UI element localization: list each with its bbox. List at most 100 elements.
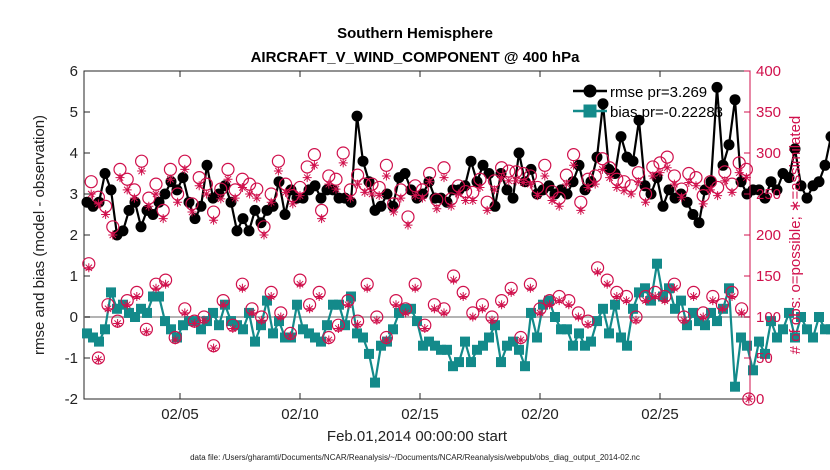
obs-assimilated-point <box>285 331 295 341</box>
obs-assimilated-point <box>223 174 233 184</box>
bias-point <box>688 307 698 318</box>
obs-assimilated-point <box>605 173 615 183</box>
bias-point <box>382 336 392 347</box>
bias-point <box>586 336 596 347</box>
bias-point <box>712 316 722 327</box>
obs-assimilated-point <box>273 166 283 176</box>
rmse-point <box>813 176 825 188</box>
obs-assimilated-point <box>449 275 459 285</box>
bias-point <box>322 320 332 331</box>
bias-point <box>754 336 764 347</box>
rmse-point <box>273 176 285 188</box>
obs-assimilated-point <box>158 214 168 224</box>
obs-assimilated-point <box>698 312 708 322</box>
rmse-point <box>171 184 183 196</box>
obs-assimilated-point <box>545 300 555 310</box>
obs-assimilated-point <box>132 292 142 301</box>
obs-possible-point <box>307 148 321 162</box>
bias-point <box>418 340 428 351</box>
bias-point <box>256 320 266 331</box>
obs-assimilated-point <box>648 171 658 181</box>
bias-point <box>430 340 440 351</box>
rmse-point <box>801 192 813 204</box>
obs-possible-point <box>566 148 581 162</box>
obs-assimilated-point <box>266 292 276 301</box>
obs-assimilated-point <box>189 319 199 329</box>
y2-tick-label: 400 <box>756 63 781 80</box>
obs-assimilated-point <box>660 296 670 306</box>
obs-assimilated-point <box>374 191 384 201</box>
obs-assimilated-point <box>717 304 727 314</box>
obs-assimilated-point <box>209 343 219 353</box>
x-tick-label: 02/05 <box>161 406 199 423</box>
bias-point <box>88 332 98 343</box>
bias-point <box>274 316 284 327</box>
obs-assimilated-point <box>597 164 607 174</box>
rmse-point <box>117 225 129 237</box>
bias-point <box>820 324 830 335</box>
obs-assimilated-point <box>569 160 579 170</box>
bias-point <box>208 307 218 318</box>
obs-assimilated-point <box>151 283 161 293</box>
obs-assimilated-point <box>741 173 751 183</box>
obs-assimilated-point <box>295 279 305 289</box>
rmse-point <box>675 188 687 200</box>
rmse-point <box>759 192 771 204</box>
obs-assimilated-point <box>619 186 629 196</box>
bias-point <box>424 336 434 347</box>
obs-assimilated-point <box>209 215 219 225</box>
bias-point <box>568 340 578 351</box>
obs-assimilated-point <box>547 196 557 206</box>
obs-assimilated-point <box>103 304 113 314</box>
obs-assimilated-point <box>727 187 737 197</box>
rmse-point <box>795 180 807 192</box>
bias-point <box>826 324 830 335</box>
chart-title: Southern Hemisphere <box>337 25 493 42</box>
bias-point <box>550 312 560 322</box>
obs-assimilated-point <box>626 189 636 199</box>
rmse-point <box>177 172 189 184</box>
obs-assimilated-point <box>276 312 286 322</box>
obs-assimilated-point <box>439 308 449 318</box>
bias-point <box>394 307 404 318</box>
bias-point <box>232 320 242 331</box>
rmse-point <box>507 192 519 204</box>
y2-tick-label: 350 <box>756 104 781 121</box>
obs-assimilated-point <box>583 182 593 192</box>
legend-bias-label: bias pr=-0.22283 <box>610 104 723 121</box>
bias-point <box>802 324 812 335</box>
obs-assimilated-point <box>122 185 132 195</box>
bias-point <box>304 328 314 339</box>
bias-point <box>652 258 662 269</box>
obs-assimilated-point <box>333 323 343 333</box>
bias-point <box>544 295 554 306</box>
obs-assimilated-point <box>93 199 103 209</box>
bias-point <box>532 332 542 343</box>
bias-point <box>808 332 818 343</box>
obs-assimilated-point <box>518 178 528 188</box>
obs-assimilated-point <box>720 176 730 186</box>
rmse-point <box>99 168 111 179</box>
rmse-point <box>627 155 639 167</box>
rmse-point <box>159 188 171 200</box>
obs-assimilated-point <box>343 300 353 310</box>
bias-point <box>640 283 650 294</box>
obs-assimilated-point <box>360 187 370 197</box>
bias-point <box>796 312 806 322</box>
obs-assimilated-point <box>533 191 543 201</box>
bias-point <box>604 328 614 339</box>
rmse-point <box>771 184 783 196</box>
obs-assimilated-point <box>389 207 399 217</box>
bias-point <box>784 307 794 318</box>
bias-point <box>700 320 710 331</box>
rmse-point <box>213 188 225 200</box>
obs-assimilated-point <box>257 315 267 325</box>
rmse-point <box>237 213 249 225</box>
rmse-point <box>135 221 147 233</box>
bias-point <box>280 332 290 343</box>
obs-assimilated-point <box>381 171 391 181</box>
obs-assimilated-point <box>309 160 319 170</box>
bias-point <box>112 303 122 314</box>
bias-point <box>742 340 752 351</box>
rmse-point <box>633 114 645 126</box>
